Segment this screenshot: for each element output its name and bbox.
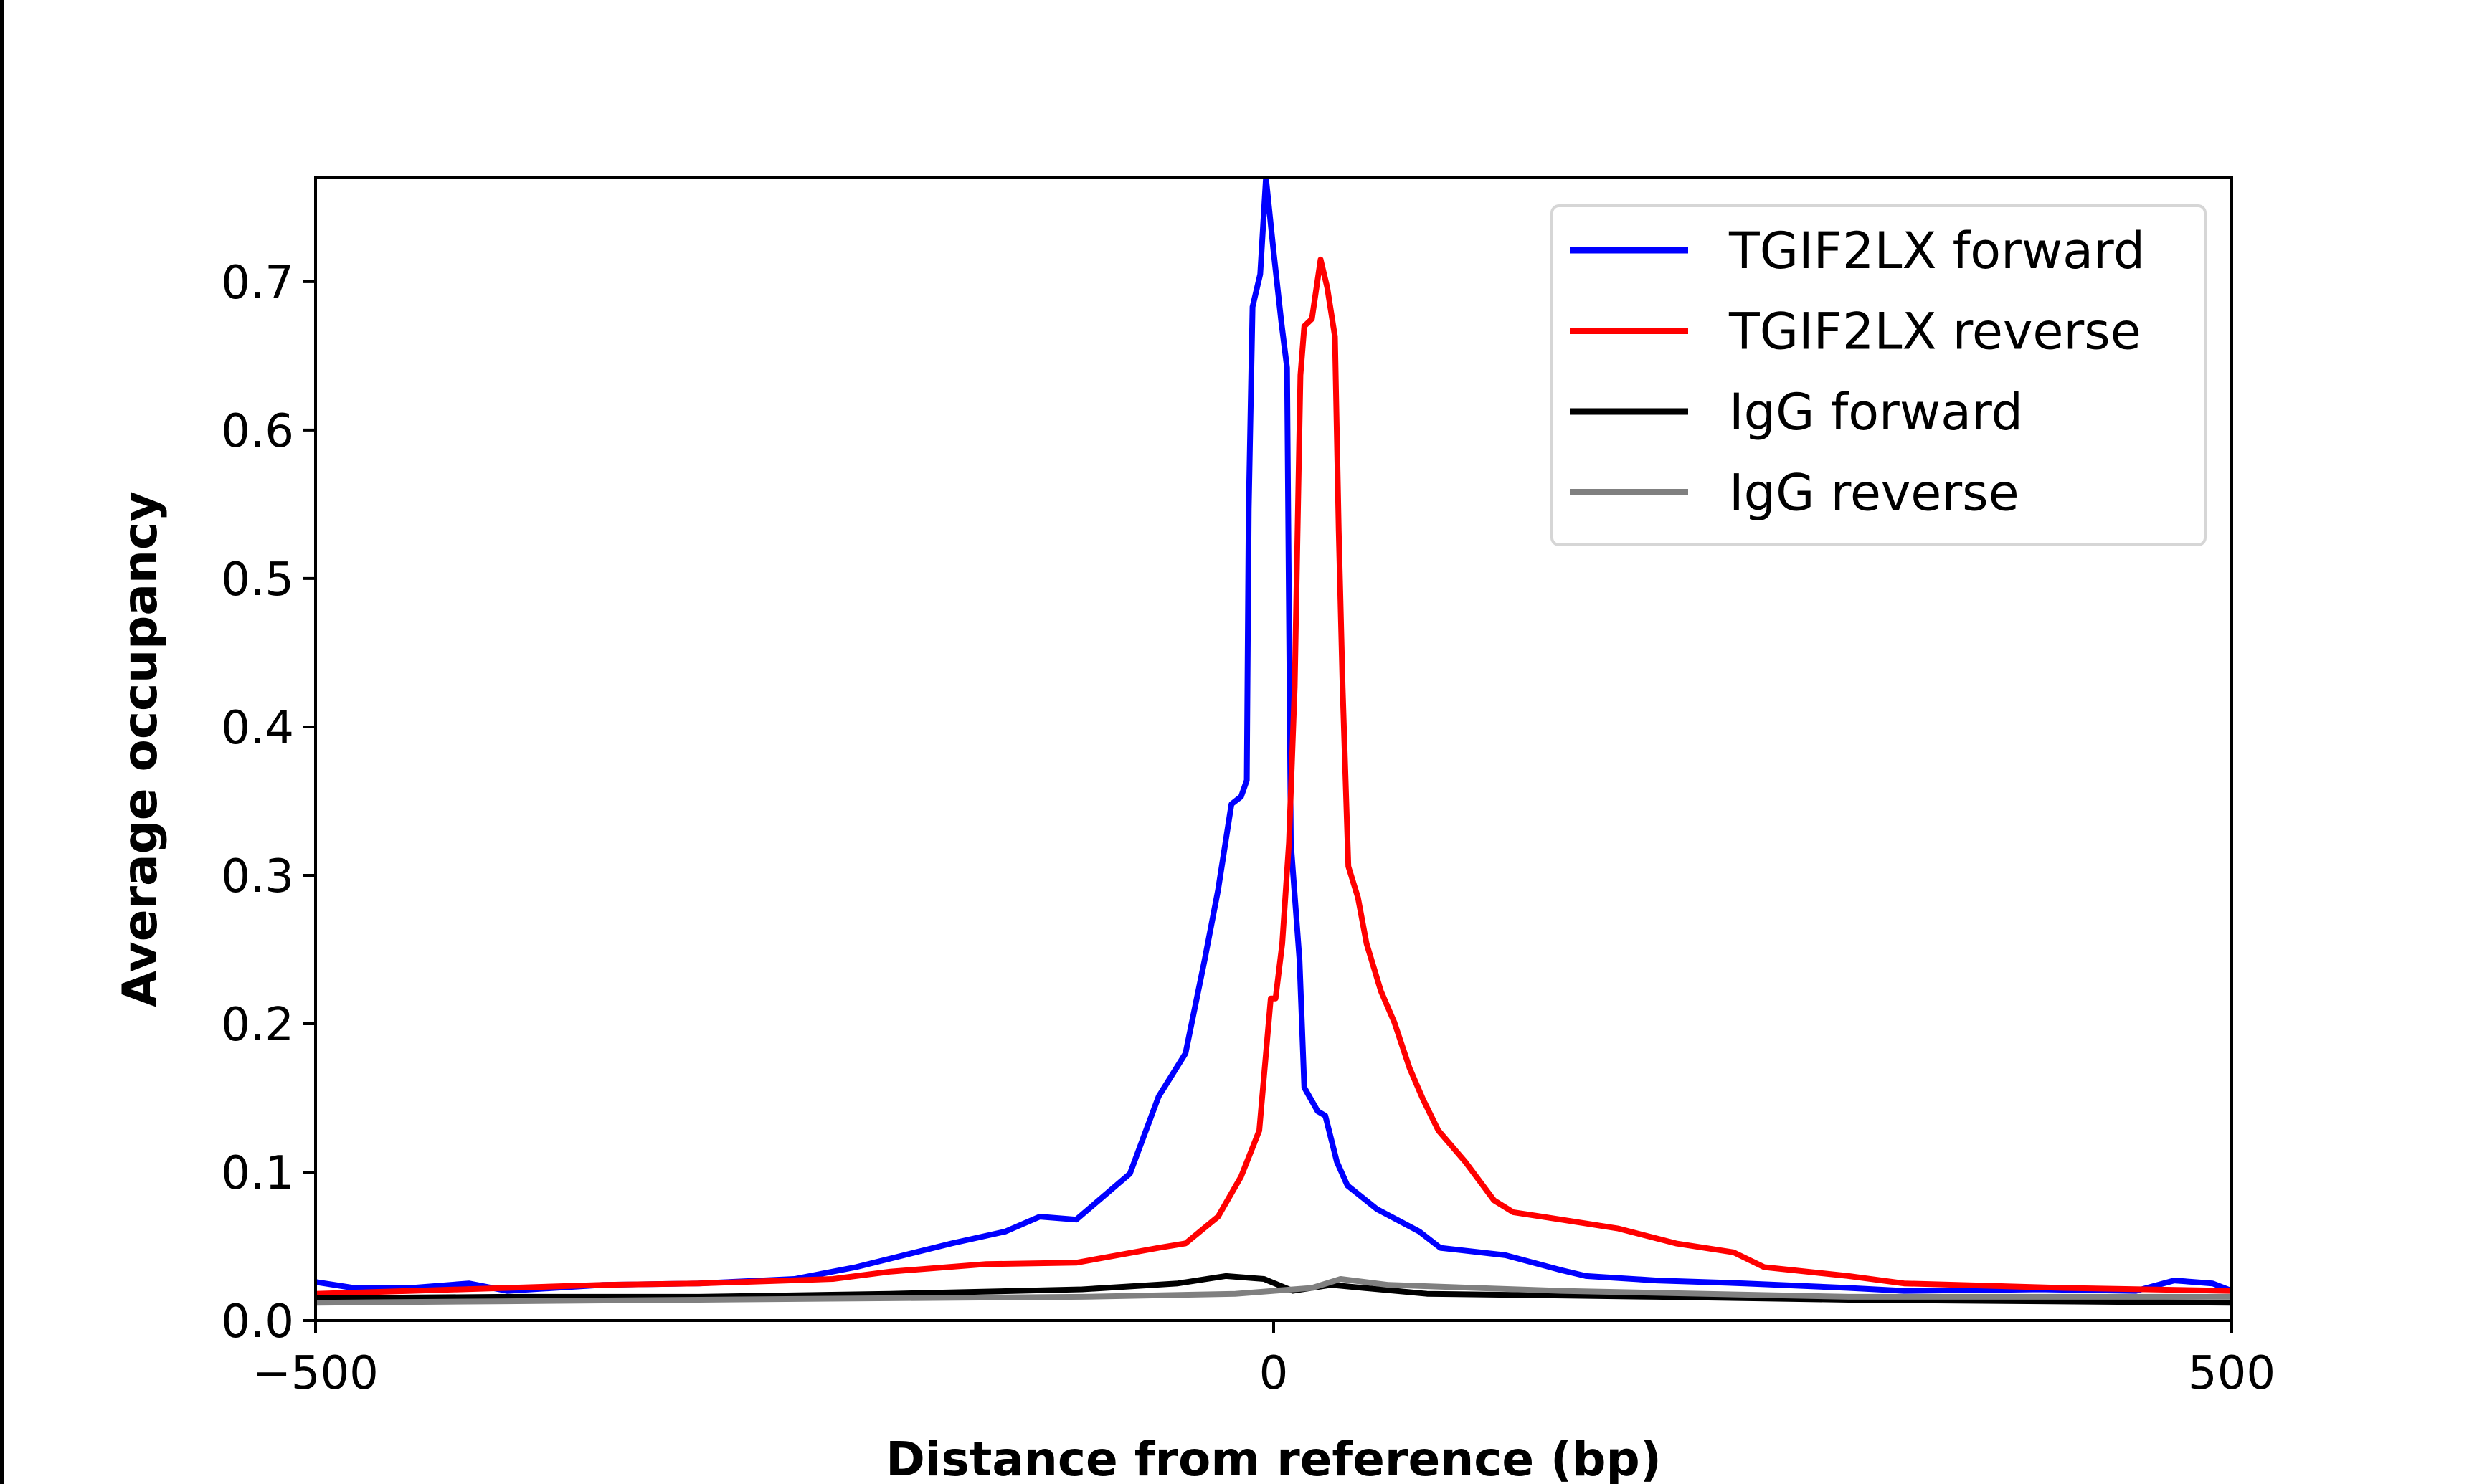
y-axis: 0.0 0.1 0.2 0.3 0.4 0.5 0.6 0.7 — [221, 257, 316, 1349]
y-tick-label: 0.5 — [221, 553, 294, 607]
legend-entry-label: IgG forward — [1729, 383, 2023, 442]
legend-entry-label: TGIF2LX forward — [1728, 222, 2145, 280]
left-border — [0, 0, 4, 1484]
series-line-igg-reverse — [316, 1276, 2232, 1306]
x-tick-label: 500 — [2188, 1347, 2275, 1400]
y-axis-label: Average occupancy — [113, 491, 168, 1007]
series-line-tgif2lx-reverse — [316, 256, 2232, 1297]
legend-box — [1550, 204, 2207, 546]
legend: TGIF2LX forward TGIF2LX reverse IgG forwar… — [1550, 204, 2207, 546]
y-tick-label: 0.4 — [221, 702, 294, 755]
x-tick-label: −500 — [252, 1347, 379, 1400]
x-axis: −500 0 500 — [252, 1321, 2275, 1400]
y-tick-label: 0.6 — [221, 405, 294, 458]
legend-entry-label: TGIF2LX reverse — [1728, 303, 2141, 361]
y-tick-label: 0.2 — [221, 999, 294, 1052]
series-line-igg-forward — [316, 1273, 2232, 1306]
y-tick-label: 0.3 — [221, 850, 294, 903]
series-layer — [316, 178, 2232, 1306]
series-line-tgif2lx-forward — [316, 178, 2232, 1294]
x-tick-label: 0 — [1259, 1347, 1289, 1400]
y-tick-label: 0.7 — [221, 257, 294, 310]
x-axis-label: Distance from reference (bp) — [886, 1432, 1662, 1484]
y-tick-label: 0.1 — [221, 1147, 294, 1200]
legend-entry-label: IgG reverse — [1729, 464, 2019, 523]
y-tick-label: 0.0 — [221, 1295, 294, 1349]
